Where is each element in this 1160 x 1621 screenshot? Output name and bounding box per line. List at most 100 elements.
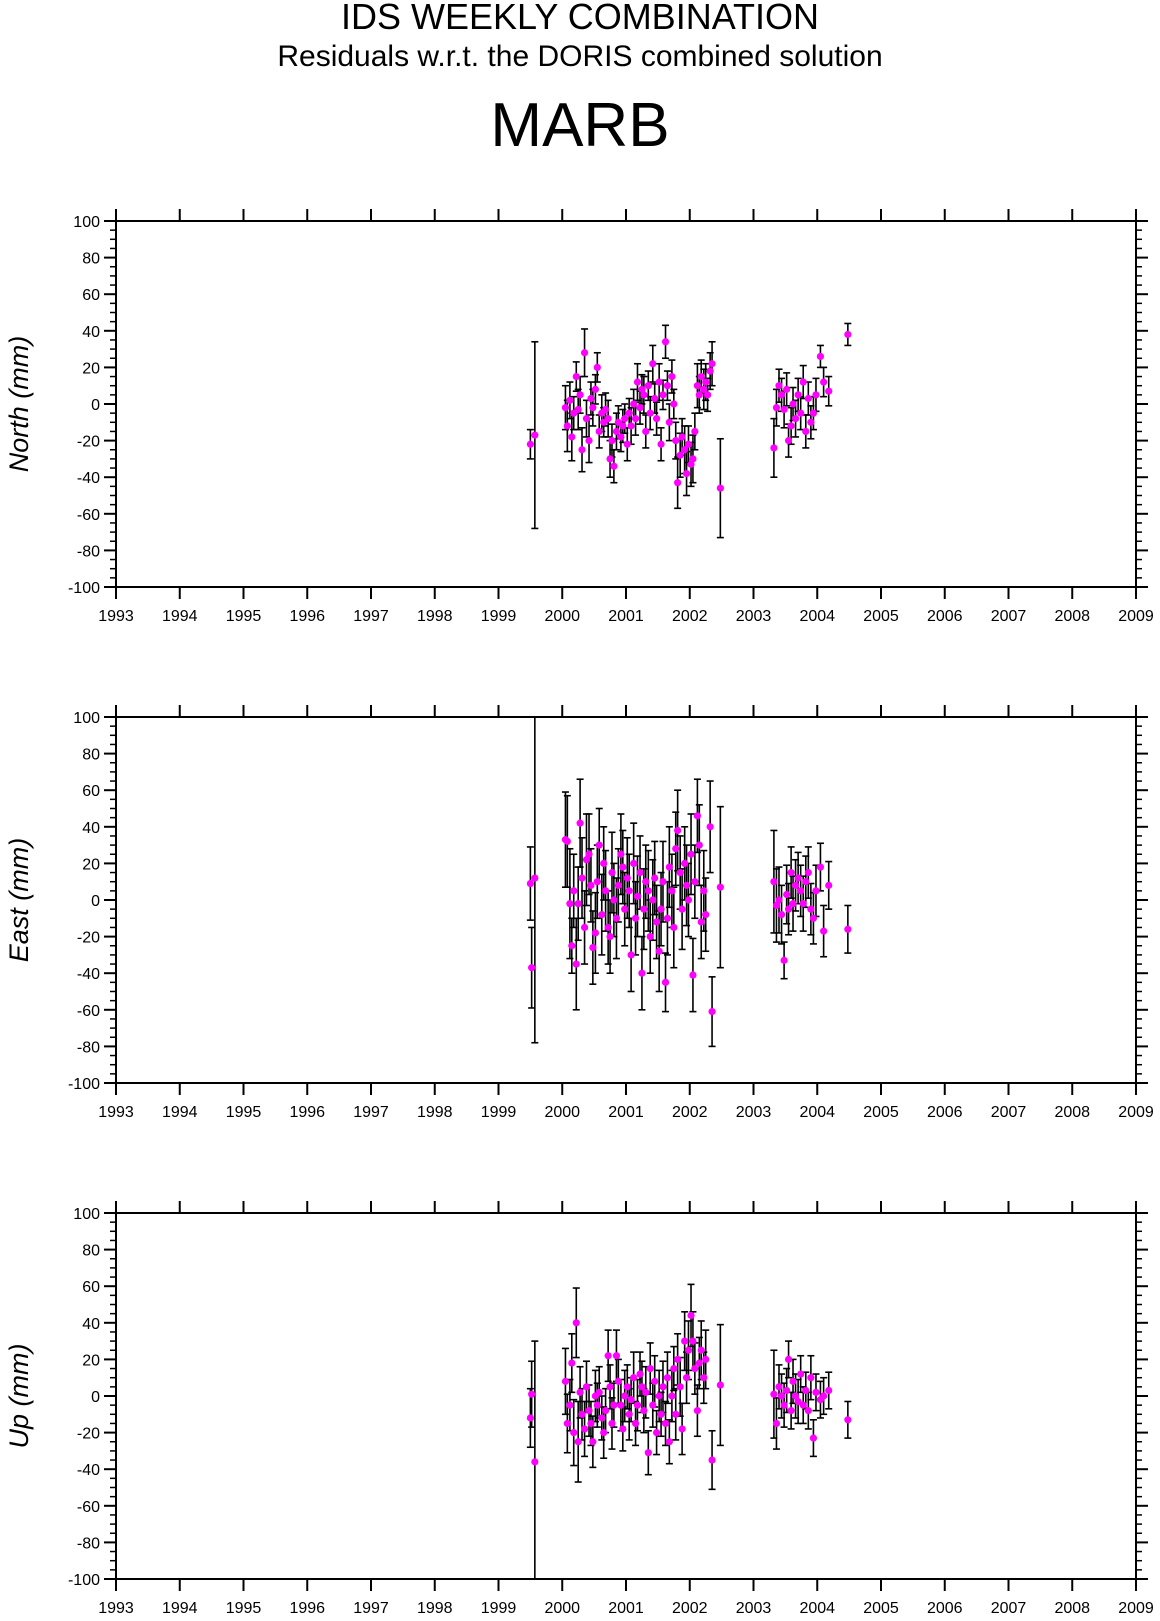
east-data-point [585,850,593,858]
up-x-tick-label: 2001 [608,1600,644,1617]
north-x-tick-label: 1996 [289,608,325,625]
north-data-point [812,391,820,399]
east-data-point [812,887,820,895]
east-data-point [655,947,663,955]
east-data-point [653,918,661,926]
east-data-point [716,883,724,891]
north-data-point [770,444,778,452]
up-data-point [797,1370,805,1378]
north-data-point [602,405,610,414]
up-data-point [820,1392,828,1400]
east-data-point [816,863,825,871]
north-x-tick-label: 2003 [736,608,772,625]
up-data-point [676,1383,684,1391]
east-data-point [678,905,686,913]
north-data-point [802,427,810,436]
east-data-point [682,881,691,889]
north-data-point [706,367,714,375]
up-data-point [809,1434,818,1442]
north-y-axis-label: North (mm) [4,336,34,473]
up-data-point [646,1364,654,1373]
east-data-point [772,901,781,910]
north-x-tick-label: 2002 [672,608,708,625]
up-data-point [661,1419,670,1428]
up-data-point [587,1419,595,1428]
up-data-point [630,1374,638,1382]
up-y-tick-label: -60 [77,1499,100,1516]
east-data-point [625,887,633,895]
east-data-point [689,971,697,979]
up-data-point [791,1392,800,1400]
up-y-tick-label: -40 [77,1462,100,1479]
up-y-tick-label: 20 [82,1352,100,1369]
up-data-point [655,1392,663,1400]
north-data-point [681,446,689,454]
north-data-point [799,378,807,386]
east-data-point [633,892,642,900]
up-data-point [695,1359,703,1367]
up-data-point [636,1370,644,1378]
up-data-point [708,1456,716,1464]
east-data-point [809,914,818,922]
up-data-point [665,1438,673,1446]
north-data-point [794,391,802,399]
up-data-point [684,1346,693,1354]
east-x-tick-label: 2009 [1118,1104,1154,1121]
east-x-tick-label: 2004 [799,1104,835,1121]
east-data-point [528,964,536,972]
up-data-point [693,1407,702,1415]
east-data-point [572,960,580,968]
north-y-tick-label: -60 [77,507,100,524]
up-data-point [526,1414,534,1422]
north-data-point [617,433,625,441]
north-x-tick-label: 2009 [1118,608,1154,625]
north-data-point [612,427,621,436]
east-data-point [783,890,791,899]
north-data-point [574,405,582,414]
east-y-tick-label: -40 [77,966,100,983]
up-data-point [600,1429,608,1437]
east-data-point [574,900,582,908]
north-x-tick-label: 2000 [544,608,580,625]
up-data-point [531,1458,539,1466]
north-data-point [627,422,635,430]
north-y-tick-label: -80 [77,543,100,560]
up-x-tick-label: 2000 [544,1600,580,1617]
east-y-tick-label: 80 [82,747,100,764]
up-data-point [659,1383,667,1391]
up-data-point [807,1374,815,1382]
east-data-point [775,896,783,904]
up-data-point [578,1410,586,1418]
up-data-point [668,1392,676,1400]
east-data-point [636,868,644,877]
east-data-point [804,868,812,877]
up-data-point [687,1311,695,1320]
north-data-point [638,385,646,393]
east-data-point [791,881,800,889]
up-data-point [621,1392,629,1400]
north-data-point [587,394,595,403]
north-data-point [807,418,815,426]
up-data-point [784,1355,793,1363]
east-data-point [691,878,699,886]
north-data-point [526,440,534,448]
north-data-point [780,405,788,414]
up-data-point [777,1392,786,1400]
up-data-point [589,1438,597,1446]
up-data-point [678,1425,686,1433]
up-data-point [663,1374,672,1382]
up-data-point [570,1429,578,1437]
east-data-point [610,896,618,904]
up-x-tick-label: 1993 [98,1600,134,1617]
north-data-point [623,440,631,448]
up-data-point [772,1419,781,1428]
north-data-point [704,391,712,399]
up-data-point [670,1364,678,1373]
north-data-point [576,391,584,399]
up-data-point [689,1337,697,1345]
north-data-point [582,415,591,423]
east-data-point [627,951,635,959]
up-y-tick-label: 40 [82,1316,100,1333]
north-data-point [689,455,697,463]
north-y-tick-label: 0 [91,397,100,414]
